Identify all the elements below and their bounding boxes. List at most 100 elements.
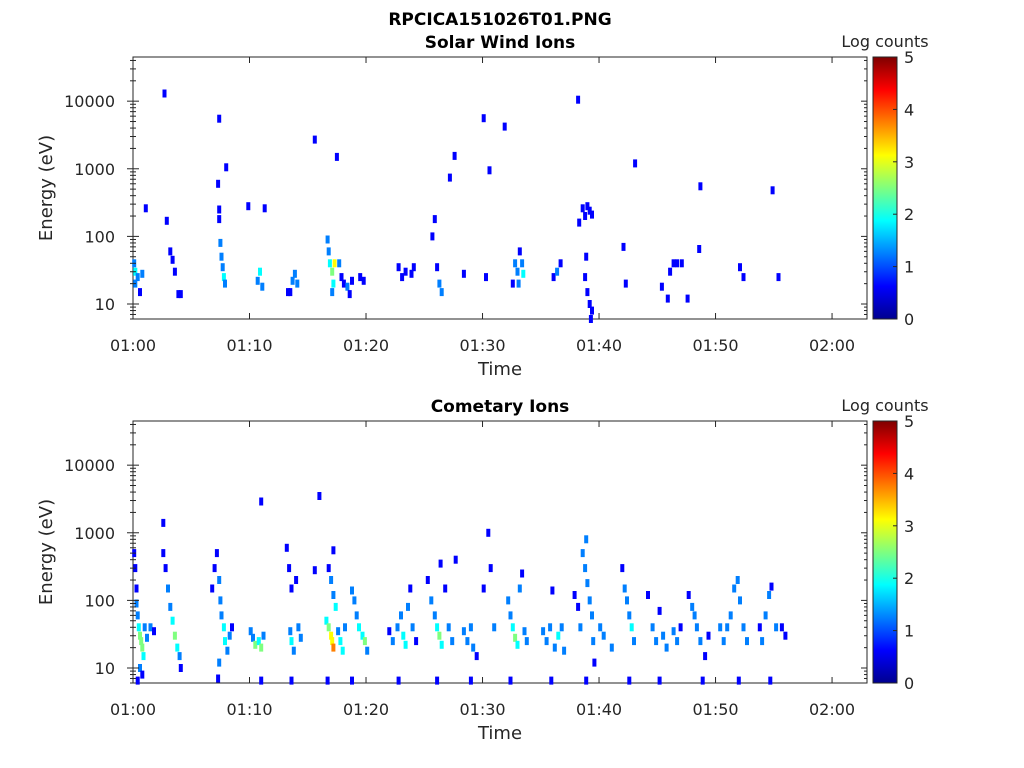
heatmap-cell bbox=[168, 247, 173, 256]
heatmap-cell bbox=[403, 640, 408, 649]
heatmap-cell bbox=[508, 611, 513, 620]
heatmap-cell bbox=[223, 279, 227, 288]
heatmap-cell bbox=[578, 623, 583, 632]
heatmap-cell bbox=[659, 282, 664, 291]
heatmap-cell bbox=[259, 497, 264, 506]
heatmap-cell bbox=[738, 263, 742, 272]
heatmap-cell bbox=[555, 267, 560, 276]
heatmap-cell bbox=[629, 623, 634, 632]
y-tick-label: 10 bbox=[95, 659, 115, 678]
heatmap-cell bbox=[767, 591, 772, 599]
heatmap-cell bbox=[623, 279, 628, 288]
x-tick-label: 01:50 bbox=[692, 336, 738, 355]
heatmap-cell bbox=[585, 202, 590, 211]
heatmap-cell bbox=[414, 637, 419, 646]
heatmap-cell bbox=[163, 564, 168, 573]
heatmap-cell bbox=[219, 611, 224, 620]
heatmap-cell bbox=[446, 623, 451, 632]
heatmap-cell bbox=[256, 637, 261, 646]
x-tick-label: 01:40 bbox=[576, 336, 622, 355]
heatmap-cell bbox=[230, 623, 234, 632]
x-tick-label: 01:30 bbox=[459, 336, 505, 355]
heatmap-cell bbox=[510, 623, 515, 632]
heatmap-cell bbox=[262, 204, 267, 213]
heatmap-cell bbox=[177, 652, 182, 661]
heatmap-cell bbox=[506, 596, 511, 605]
heatmap-cell bbox=[492, 623, 497, 632]
heatmap-cell bbox=[357, 623, 361, 632]
heatmap-cell bbox=[135, 611, 140, 620]
heatmap-cell bbox=[212, 564, 217, 573]
heatmap-cell bbox=[330, 288, 335, 297]
x-tick-label: 01:00 bbox=[110, 700, 156, 719]
heatmap-cell bbox=[678, 623, 683, 632]
heatmap-cell bbox=[439, 640, 444, 649]
heatmap-cell bbox=[450, 637, 455, 646]
heatmap-cell bbox=[354, 611, 359, 620]
heatmap-cell bbox=[138, 664, 142, 672]
heatmap-cell bbox=[481, 584, 486, 593]
heatmap-cell bbox=[136, 623, 141, 632]
heatmap-cell bbox=[170, 616, 175, 625]
heatmap-cell bbox=[140, 643, 145, 652]
heatmap-cell bbox=[352, 596, 357, 605]
heatmap-cell bbox=[332, 259, 337, 268]
heatmap-cell bbox=[227, 631, 232, 640]
heatmap-cell bbox=[661, 631, 666, 640]
heatmap-cell bbox=[760, 637, 765, 646]
heatmap-cell bbox=[350, 676, 354, 685]
heatmap-cell bbox=[166, 584, 170, 593]
heatmap-cell bbox=[588, 315, 593, 323]
heatmap-cell bbox=[331, 546, 336, 555]
heatmap-cell bbox=[326, 247, 331, 256]
x-tick-label: 01:10 bbox=[226, 336, 272, 355]
heatmap-cell bbox=[317, 492, 322, 500]
heatmap-cell bbox=[288, 627, 293, 636]
heatmap-cell bbox=[686, 591, 691, 599]
heatmap-cell bbox=[432, 215, 437, 224]
colorbar-label: Log counts bbox=[841, 396, 928, 415]
heatmap-cell bbox=[520, 259, 525, 268]
heatmap-cell bbox=[517, 584, 522, 593]
y-tick-label: 10 bbox=[95, 295, 115, 314]
heatmap-cell bbox=[286, 288, 290, 297]
heatmap-cell bbox=[345, 282, 350, 291]
heatmap-cell bbox=[576, 602, 581, 611]
heatmap-cell bbox=[549, 676, 554, 685]
heatmap-cell bbox=[360, 631, 365, 640]
heatmap-cell bbox=[590, 611, 594, 620]
heatmap-cell bbox=[515, 640, 520, 649]
heatmap-cell bbox=[541, 627, 546, 636]
heatmap-cell bbox=[721, 637, 726, 646]
heatmap-cell bbox=[172, 631, 177, 640]
heatmap-cell bbox=[298, 633, 303, 642]
x-axis-label: Time bbox=[477, 359, 522, 380]
heatmap-cell bbox=[251, 633, 255, 642]
heatmap-cell bbox=[217, 576, 222, 584]
heatmap-cell bbox=[152, 627, 156, 636]
heatmap-cell bbox=[218, 238, 223, 247]
heatmap-cell bbox=[580, 204, 585, 213]
heatmap-cell bbox=[697, 245, 702, 253]
heatmap-cell bbox=[508, 676, 513, 685]
y-tick-label: 1000 bbox=[74, 524, 115, 543]
x-tick-labels: 01:00 01:10 01:20 01:30 01:40 01:50 02:00 bbox=[110, 57, 855, 355]
heatmap-cell bbox=[217, 215, 222, 224]
heatmap-cell bbox=[584, 676, 589, 685]
heatmap-cell bbox=[665, 294, 670, 303]
heatmap-cell bbox=[210, 584, 215, 593]
heatmap-cell bbox=[287, 564, 292, 573]
x-tick-label: 01:40 bbox=[576, 700, 622, 719]
heatmap-cell bbox=[134, 584, 139, 593]
heatmap-cell bbox=[134, 599, 139, 608]
colorbar-tick-label: 3 bbox=[904, 153, 914, 172]
x-tick-label: 01:00 bbox=[110, 336, 156, 355]
heatmap-cell bbox=[138, 288, 142, 297]
heatmap-cell bbox=[218, 596, 223, 605]
heatmap-cell bbox=[390, 637, 395, 646]
heatmap-cell bbox=[698, 637, 703, 646]
heatmap-cell bbox=[333, 602, 338, 611]
heatmap-cell bbox=[289, 637, 294, 646]
